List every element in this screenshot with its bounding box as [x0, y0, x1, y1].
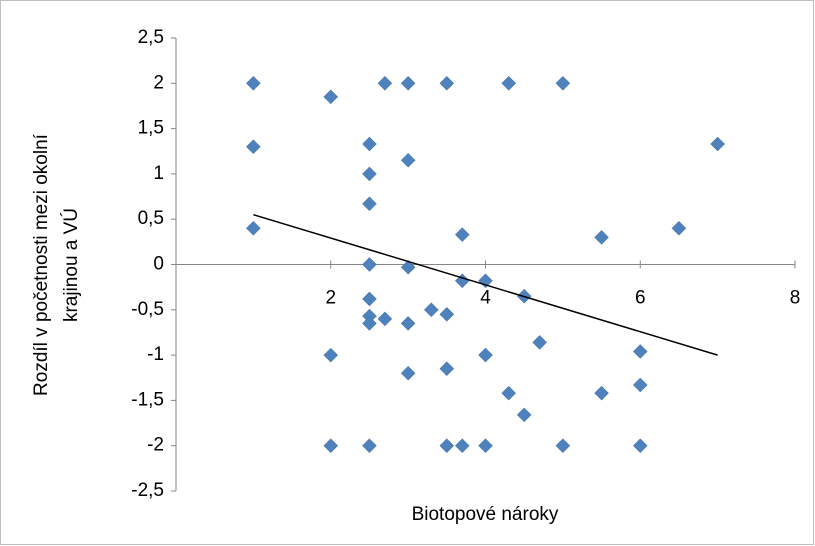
point [423, 302, 439, 318]
point [400, 259, 416, 275]
point [532, 335, 548, 350]
y-tick-label: -2 [147, 435, 164, 456]
point [632, 377, 648, 393]
y-axis-label: Rozdíl v početnosti mezi okolní [31, 133, 52, 396]
point [478, 347, 493, 363]
point [632, 344, 648, 359]
x-axis-label: Biotopové nároky [412, 504, 559, 525]
point [362, 166, 377, 182]
point [555, 75, 571, 91]
y-tick-label: 1 [153, 163, 164, 184]
point [594, 385, 609, 401]
point [400, 365, 416, 381]
y-tick-label: -0,5 [131, 299, 164, 320]
y-tick-label: -1 [147, 344, 164, 365]
point [501, 75, 517, 91]
point [501, 385, 517, 401]
y-tick-label: 0,5 [138, 208, 164, 229]
point [377, 75, 393, 91]
point [439, 306, 455, 322]
x-tick-label: 6 [635, 288, 646, 309]
point [400, 75, 416, 91]
y-tick-label: -2,5 [131, 480, 164, 501]
point [362, 136, 377, 152]
trendline [253, 213, 718, 356]
point [439, 438, 455, 454]
point [246, 139, 261, 155]
point [671, 220, 687, 236]
point [632, 438, 648, 454]
point [400, 152, 416, 168]
y-tick-label: 2,5 [138, 27, 164, 48]
point [454, 438, 470, 454]
point [710, 136, 725, 152]
point [323, 89, 339, 105]
y-tick-label: 2 [153, 72, 164, 93]
point [362, 316, 377, 331]
x-tick-label: 2 [325, 288, 336, 309]
y-axis-label: krajinou a VÚ [60, 208, 82, 322]
point [362, 257, 377, 272]
point [439, 75, 455, 91]
point [362, 196, 377, 212]
y-tick-label: 1,5 [138, 118, 164, 139]
y-tick-label: -1,5 [131, 389, 164, 410]
point [594, 229, 609, 245]
point [323, 347, 339, 363]
point [400, 316, 416, 331]
y-tick-label: 0 [153, 254, 164, 275]
point [555, 438, 571, 454]
x-tick-label: 4 [480, 288, 491, 309]
x-tick-label: 8 [790, 288, 801, 309]
point [362, 291, 377, 307]
point [377, 311, 393, 327]
point [246, 220, 261, 236]
point [439, 361, 455, 377]
point [246, 75, 261, 91]
point [454, 227, 470, 242]
point [478, 438, 493, 454]
point [362, 438, 377, 454]
point [323, 438, 339, 454]
point [516, 407, 532, 423]
